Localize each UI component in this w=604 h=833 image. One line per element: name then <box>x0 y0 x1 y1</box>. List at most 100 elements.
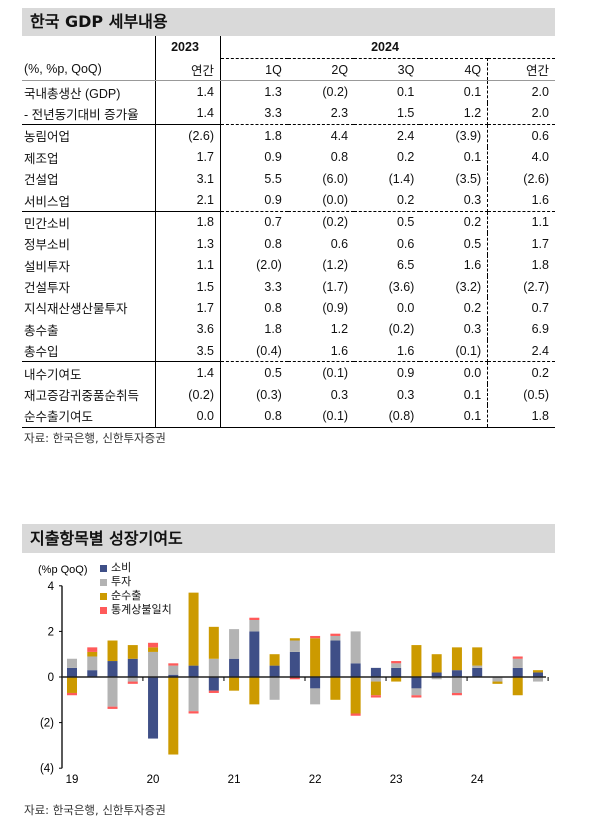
bar-segment-19Q3-3 <box>107 640 118 662</box>
bar-segment-22Q2-4 <box>330 633 341 636</box>
cell-value: 1.6 <box>354 340 421 363</box>
cell-value: 1.4 <box>155 80 221 103</box>
cell-value: 0.2 <box>354 189 421 212</box>
cell-value: (1.2) <box>322 258 349 273</box>
cell-value: 1.7 <box>155 297 221 319</box>
bar-segment-22Q2-2 <box>330 635 341 641</box>
legend-swatch <box>100 564 107 572</box>
cell-value: 3.6 <box>155 318 221 341</box>
cell-value: 0.1 <box>420 383 489 406</box>
bar-segment-23Q4-3 <box>451 647 462 671</box>
bar-segment-19Q4-4 <box>127 681 138 684</box>
cell-value: (2.6) <box>523 171 549 186</box>
row-label: - 전년동기대비 증가율 <box>22 102 156 126</box>
legend-item: 투자 <box>100 575 172 589</box>
cell-value: (3.9) <box>420 124 489 147</box>
cell-value: (0.2) <box>388 322 415 337</box>
bar-segment-22Q3-1 <box>350 663 361 677</box>
bar-segment-21Q3-3 <box>269 654 280 666</box>
row-label: 총수출 <box>24 323 59 338</box>
cell-value: 1.3 <box>264 85 282 100</box>
cell-value: 0.9 <box>396 366 415 381</box>
bar-segment-22Q1-4 <box>310 635 321 639</box>
y-tick-label: (2) <box>40 718 54 730</box>
bar-segment-21Q1-1 <box>229 658 240 677</box>
cell-value: (2.6) <box>155 124 221 147</box>
bar-segment-20Q3-4 <box>188 711 199 714</box>
bar-segment-20Q2-3 <box>168 677 179 755</box>
bar-segment-21Q3-1 <box>269 665 280 677</box>
cell-value: 0.8 <box>264 300 282 315</box>
bar-segment-24Q3-1 <box>512 667 523 677</box>
table-row: 민간소비 1.8 0.7 (0.2) 0.5 0.2 1.1 <box>22 211 555 234</box>
bar-segment-19Q2-4 <box>87 647 98 652</box>
bar-segment-21Q2-4 <box>249 617 260 620</box>
table-row: 건설업 3.1 5.5 (6.0) (1.4) (3.5) (2.6) <box>22 167 555 190</box>
cell-value: 0.1 <box>420 405 489 428</box>
cell-value: (1.4) <box>388 171 415 186</box>
cell-value: 1.6 <box>420 254 489 276</box>
cell-value: 0.0 <box>155 405 221 428</box>
cell-value: (0.9) <box>322 300 349 315</box>
table-row: 농림어업 (2.6) 1.8 4.4 2.4 (3.9) 0.6 <box>22 124 555 147</box>
cell-value: (3.6) <box>388 279 415 294</box>
bar-segment-19Q3-1 <box>107 661 118 677</box>
row-label: 정부소비 <box>24 238 71 253</box>
bar-segment-24Q1-3 <box>472 647 483 666</box>
bar-segment-19Q4-1 <box>127 658 138 677</box>
cell-value: 0.5 <box>420 233 489 255</box>
bar-segment-21Q2-2 <box>249 620 260 632</box>
bar-segment-22Q3-3 <box>350 677 361 714</box>
cell-value: (0.2) <box>322 85 349 100</box>
table-row: 건설투자 1.5 3.3 (1.7) (3.6) (3.2) (2.7) <box>22 275 555 298</box>
cell-value: (0.2) <box>155 383 221 406</box>
cell-value: 1.5 <box>155 275 221 298</box>
bar-segment-19Q3-4 <box>107 706 118 709</box>
cell-value: 3.1 <box>155 167 221 190</box>
cell-value: 1.8 <box>531 258 549 273</box>
column-header: 연간 <box>487 57 555 82</box>
column-header: 3Q <box>354 57 421 82</box>
cell-value: 1.3 <box>155 233 221 255</box>
bar-segment-20Q4-3 <box>208 626 219 659</box>
table-title: 한국 GDP 세부내용 <box>22 8 555 36</box>
cell-value: 0.9 <box>220 189 288 212</box>
bar-segment-19Q4-3 <box>127 645 138 659</box>
cell-value: 4.4 <box>330 128 349 143</box>
cell-value: (3.2) <box>420 275 489 298</box>
bar-segment-24Q2-3 <box>492 681 503 684</box>
cell-value: 0.3 <box>420 318 489 341</box>
table-row: 지식재산생산물투자 1.7 0.8 (0.9) 0.0 0.2 0.7 <box>22 297 555 319</box>
bar-segment-23Q2-2 <box>411 688 422 696</box>
cell-value: 1.6 <box>487 189 555 212</box>
legend-label: 순수출 <box>111 589 142 602</box>
cell-value: 0.2 <box>396 150 415 165</box>
table-row: 순수출기여도 0.0 0.8 (0.1) (0.8) 0.1 1.8 <box>22 405 555 428</box>
y-tick-label: 2 <box>48 626 54 638</box>
bar-segment-23Q2-4 <box>411 695 422 698</box>
row-label: 순수출기여도 <box>22 405 156 428</box>
cell-value: (6.0) <box>322 171 349 186</box>
bar-segment-20Q1-1 <box>148 677 159 739</box>
bar-segment-23Q1-2 <box>391 663 402 668</box>
contribution-chart: (%p QoQ)420(2)(4)19 20 21 22 23 24 <box>38 564 549 786</box>
year-2023: 2023 <box>155 36 221 59</box>
x-tick-label: 22 <box>309 774 322 786</box>
bar-segment-23Q3-3 <box>431 654 442 673</box>
cell-value: 1.7 <box>155 146 221 168</box>
x-tick-label: 23 <box>390 774 403 786</box>
chart-title: 지출항목별 성장기여도 <box>22 524 555 553</box>
bar-segment-24Q3-2 <box>512 658 523 668</box>
legend-swatch <box>100 592 107 600</box>
cell-value: 1.4 <box>155 361 221 384</box>
chart-source: 자료: 한국은행, 신한투자증권 <box>24 803 166 817</box>
cell-value: 0.2 <box>531 366 549 381</box>
cell-value: 0.3 <box>396 387 415 402</box>
cell-value: 0.0 <box>396 300 415 315</box>
cell-value: 0.0 <box>420 361 489 384</box>
y-tick-label: (4) <box>40 763 54 775</box>
cell-value: (0.5) <box>523 387 549 402</box>
cell-value: 1.8 <box>487 405 555 428</box>
cell-value: 2.1 <box>155 189 221 212</box>
cell-value: 1.8 <box>155 211 221 234</box>
